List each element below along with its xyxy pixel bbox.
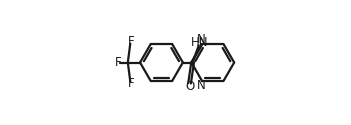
Text: N: N [197, 79, 205, 92]
Text: F: F [127, 35, 134, 48]
Text: F: F [115, 56, 122, 69]
Text: F: F [127, 77, 134, 90]
Text: HN: HN [191, 36, 208, 50]
Text: O: O [185, 80, 194, 94]
Text: N: N [197, 33, 205, 46]
